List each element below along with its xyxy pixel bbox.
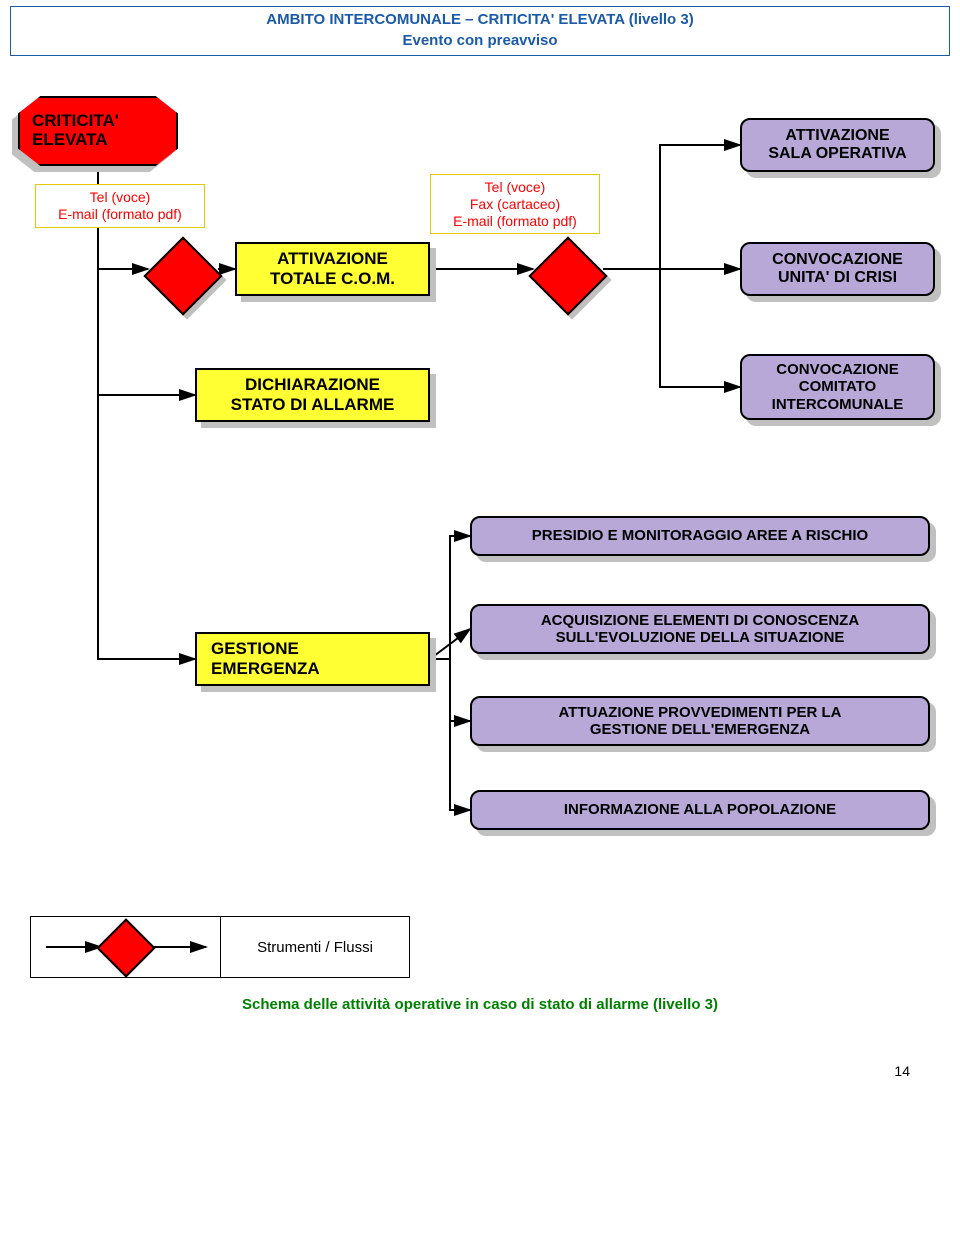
diamond1 [143,236,222,315]
note2-line1: Fax (cartaceo) [437,196,593,213]
dichiarazione-label: DICHIARAZIONE STATO DI ALLARME [231,375,395,414]
note1-line0: Tel (voce) [42,189,198,206]
informazione: INFORMAZIONE ALLA POPOLAZIONE [470,790,930,830]
acquisizione-label: ACQUISIZIONE ELEMENTI DI CONOSCENZA SULL… [541,612,859,647]
note2-line0: Tel (voce) [437,179,593,196]
diamond2 [528,236,607,315]
legend: Strumenti / Flussi [30,916,410,978]
sala-operativa: ATTIVAZIONE SALA OPERATIVA [740,118,935,172]
flowchart-canvas: CRITICITA' ELEVATA Tel (voce) E-mail (fo… [0,56,960,986]
dichiarazione: DICHIARAZIONE STATO DI ALLARME [195,368,430,422]
comitato: CONVOCAZIONE COMITATO INTERCOMUNALE [740,354,935,420]
footer-caption: Schema delle attività operative in caso … [0,996,960,1013]
criticita-label: CRITICITA' ELEVATA [32,112,119,149]
header-line1: AMBITO INTERCOMUNALE – CRITICITA' ELEVAT… [11,11,949,28]
attuazione: ATTUAZIONE PROVVEDIMENTI PER LA GESTIONE… [470,696,930,746]
crisi-label: CONVOCAZIONE UNITA' DI CRISI [772,251,903,288]
presidio: PRESIDIO E MONITORAGGIO AREE A RISCHIO [470,516,930,556]
header-line2: Evento con preavviso [11,32,949,49]
note1-line1: E-mail (formato pdf) [42,206,198,223]
comitato-label: CONVOCAZIONE COMITATO INTERCOMUNALE [772,361,904,413]
presidio-label: PRESIDIO E MONITORAGGIO AREE A RISCHIO [532,527,868,544]
unita-crisi: CONVOCAZIONE UNITA' DI CRISI [740,242,935,296]
informazione-label: INFORMAZIONE ALLA POPOLAZIONE [564,801,836,818]
attuazione-label: ATTUAZIONE PROVVEDIMENTI PER LA GESTIONE… [558,704,841,739]
criticita-node: CRITICITA' ELEVATA [18,96,178,166]
attivazione-com-label: ATTIVAZIONE TOTALE C.O.M. [270,249,395,288]
gestione: GESTIONE EMERGENZA [195,632,430,686]
note2: Tel (voce) Fax (cartaceo) E-mail (format… [430,174,600,234]
header-box: AMBITO INTERCOMUNALE – CRITICITA' ELEVAT… [10,6,950,56]
acquisizione: ACQUISIZIONE ELEMENTI DI CONOSCENZA SULL… [470,604,930,654]
note2-line2: E-mail (formato pdf) [437,213,593,230]
gestione-label: GESTIONE EMERGENZA [211,639,320,678]
sala-label: ATTIVAZIONE SALA OPERATIVA [768,127,906,164]
legend-label: Strumenti / Flussi [221,939,409,956]
page-number: 14 [0,1013,960,1079]
note1: Tel (voce) E-mail (formato pdf) [35,184,205,228]
attivazione-com: ATTIVAZIONE TOTALE C.O.M. [235,242,430,296]
